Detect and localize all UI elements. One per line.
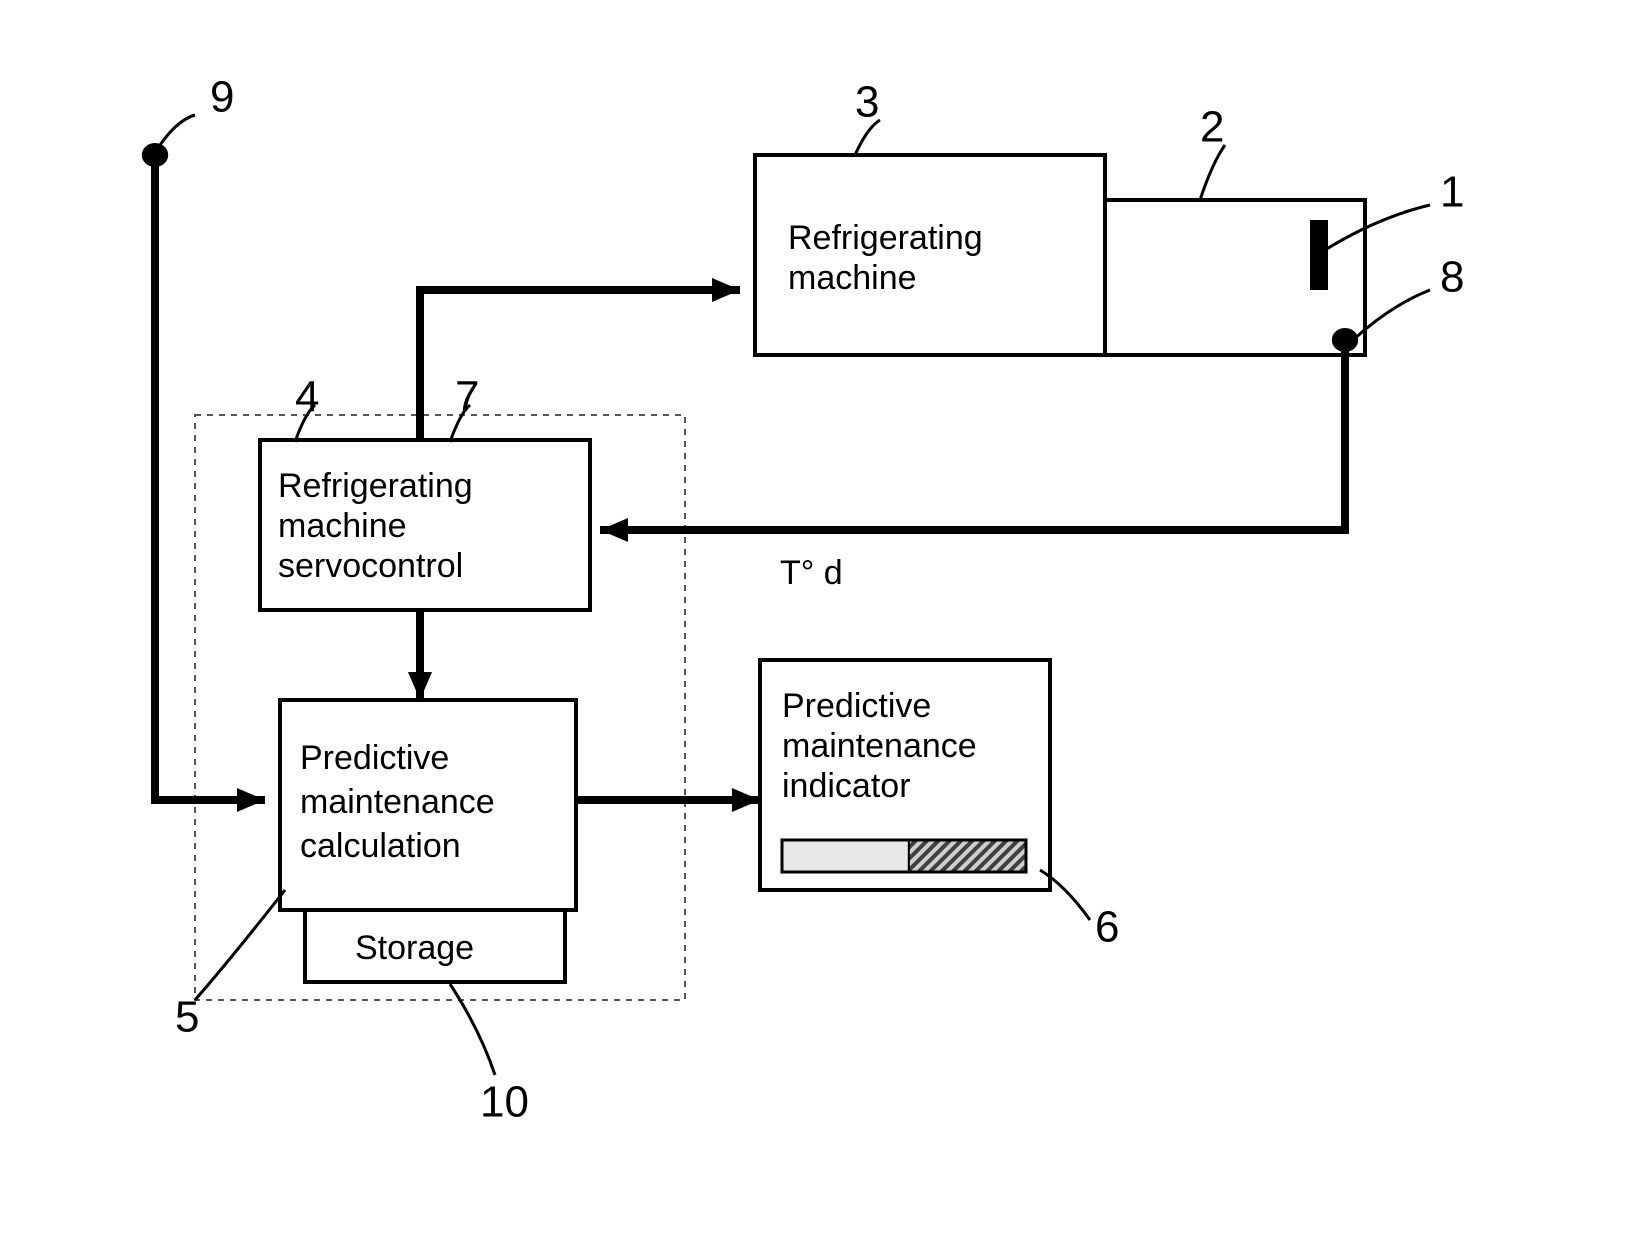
leader-10 [450,984,495,1075]
svg-text:maintenance: maintenance [300,783,495,821]
indicator-bar-left [782,840,909,872]
ref-label-9: 9 [210,73,234,122]
leader-5 [195,890,285,1000]
ref-label-2: 2 [1200,103,1224,152]
svg-text:maintenance: maintenance [782,727,977,765]
svg-text:indicator: indicator [782,767,911,805]
svg-text:calculation: calculation [300,827,461,865]
ref-label-6: 6 [1095,903,1119,952]
indicator-bar-right [909,840,1026,872]
svg-text:machine: machine [788,259,917,297]
leader-2 [1200,145,1225,200]
ref-label-4: 4 [295,373,319,422]
ref-label-7: 7 [455,373,479,422]
ref-label-3: 3 [855,78,879,127]
ref-label-5: 5 [175,993,199,1042]
svg-text:Predictive: Predictive [300,739,449,777]
svg-text:machine: machine [278,507,407,545]
ref-label-1: 1 [1440,168,1464,217]
svg-text:Predictive: Predictive [782,687,931,725]
connector-sensor_to_servo [600,340,1345,530]
leader-9 [160,115,195,145]
ref-label-10: 10 [480,1078,529,1127]
svg-text:servocontrol: servocontrol [278,547,463,585]
connector-label-sensor_to_servo: T° d [780,554,843,592]
connector-sensor9_to_predcalc [155,155,265,800]
svg-text:Refrigerating: Refrigerating [278,467,473,505]
sensor-bar [1310,220,1328,290]
ref-label-8: 8 [1440,253,1464,302]
svg-text:Refrigerating: Refrigerating [788,219,983,257]
svg-text:Storage: Storage [355,929,474,967]
dot9 [142,143,168,167]
